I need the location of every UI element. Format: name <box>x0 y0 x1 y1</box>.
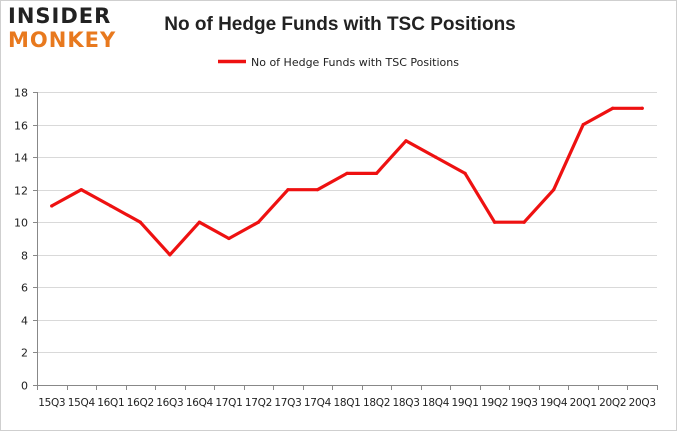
series-layer <box>50 106 644 257</box>
data-point <box>109 204 113 208</box>
x-tick-label: 17Q2 <box>245 397 272 409</box>
data-point <box>640 106 644 110</box>
data-point <box>374 171 379 175</box>
x-tick-labels: 15Q3 15Q4 16Q1 16Q2 16Q3 16Q4 17Q1 17Q2 17Q3 17Q4… <box>38 397 656 409</box>
x-tick-label: 19Q1 <box>452 397 479 409</box>
x-tick-label: 16Q2 <box>127 397 154 409</box>
data-point <box>493 220 497 224</box>
x-tick-label: 15Q3 <box>38 397 65 409</box>
insider-monkey-logo: INSIDER MONKEY <box>8 6 126 51</box>
legend: No of Hedge Funds with TSC Positions <box>218 56 459 69</box>
data-point <box>315 188 320 192</box>
data-point <box>197 220 201 224</box>
data-point <box>463 171 467 175</box>
data-point <box>611 106 615 110</box>
data-point <box>168 253 172 257</box>
x-tick-label: 17Q3 <box>274 397 301 409</box>
data-point <box>286 188 290 192</box>
y-tick-label: 18 <box>14 87 28 100</box>
data-point <box>345 171 349 175</box>
y-tick-label: 4 <box>21 315 28 328</box>
x-tick-label: 18Q3 <box>392 397 419 409</box>
series-line <box>50 106 644 257</box>
data-point <box>227 236 231 241</box>
grid-lines <box>37 92 657 353</box>
data-point <box>404 139 408 143</box>
legend-label: No of Hedge Funds with TSC Positions <box>251 56 459 69</box>
y-tick-label: 2 <box>21 347 28 360</box>
data-point <box>50 204 54 208</box>
chart-title: No of Hedge Funds with TSC Positions <box>164 14 516 35</box>
data-point <box>581 122 585 127</box>
data-point <box>256 220 261 224</box>
x-tick-label: 20Q2 <box>599 397 626 409</box>
y-tick-label: 6 <box>21 282 28 295</box>
data-point <box>138 220 142 224</box>
x-tick-label: 15Q4 <box>68 397 96 409</box>
data-point <box>79 188 83 192</box>
x-tick-label: 20Q1 <box>570 397 597 409</box>
x-tick-label: 19Q4 <box>540 397 568 409</box>
x-tick-label: 18Q4 <box>422 397 450 409</box>
x-tick-label: 16Q1 <box>97 397 124 409</box>
x-tick-label: 16Q3 <box>156 397 183 409</box>
y-tick-label: 16 <box>14 120 28 133</box>
data-point <box>552 188 556 192</box>
x-tick-label: 18Q2 <box>363 397 390 409</box>
x-tick-label: 17Q4 <box>304 397 332 409</box>
y-tick-label: 8 <box>21 250 28 263</box>
axes <box>33 92 658 390</box>
x-tick-label: 20Q3 <box>629 397 656 409</box>
logo-word-monkey: MONKEY <box>8 28 117 52</box>
x-tick-label: 17Q1 <box>215 397 242 409</box>
y-tick-labels: 0 2 4 6 8 10 12 14 16 18 <box>14 87 28 393</box>
y-tick-label: 0 <box>21 380 28 393</box>
x-tick-label: 19Q3 <box>511 397 538 409</box>
data-point <box>433 155 438 159</box>
y-tick-label: 12 <box>14 185 28 198</box>
data-point <box>522 220 526 224</box>
logo-word-insider: INSIDER <box>8 4 112 28</box>
x-tick-label: 18Q1 <box>333 397 360 409</box>
y-tick-label: 14 <box>14 152 28 165</box>
x-tick-label: 19Q2 <box>481 397 508 409</box>
y-tick-label: 10 <box>14 217 28 230</box>
x-tick-label: 16Q4 <box>186 397 214 409</box>
